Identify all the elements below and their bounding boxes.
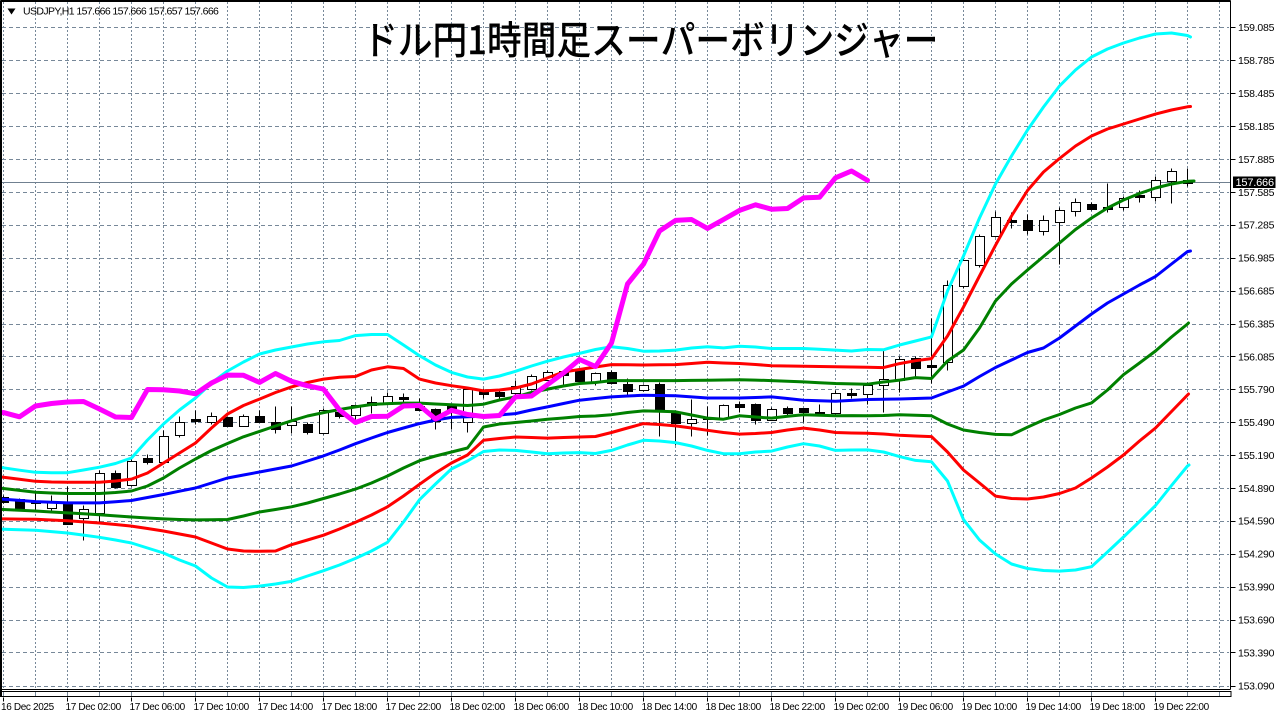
svg-text:19 Dec 02:00: 19 Dec 02:00 xyxy=(834,702,890,713)
svg-text:153.390: 153.390 xyxy=(1238,648,1275,660)
svg-text:154.290: 154.290 xyxy=(1238,549,1275,561)
svg-text:157.585: 157.585 xyxy=(1238,187,1275,199)
svg-text:155.190: 155.190 xyxy=(1238,450,1275,462)
svg-text:19 Dec 14:00: 19 Dec 14:00 xyxy=(1026,702,1082,713)
svg-text:18 Dec 22:00: 18 Dec 22:00 xyxy=(770,702,826,713)
svg-text:154.590: 154.590 xyxy=(1238,516,1275,528)
svg-text:153.090: 153.090 xyxy=(1238,681,1275,693)
svg-text:18 Dec 10:00: 18 Dec 10:00 xyxy=(578,702,634,713)
svg-text:154.890: 154.890 xyxy=(1238,483,1275,495)
svg-text:155.790: 155.790 xyxy=(1238,384,1275,396)
svg-text:156.085: 156.085 xyxy=(1238,352,1275,364)
svg-text:19 Dec 06:00: 19 Dec 06:00 xyxy=(898,702,954,713)
svg-text:16 Dec 2025: 16 Dec 2025 xyxy=(1,702,55,713)
svg-text:157.885: 157.885 xyxy=(1238,154,1275,166)
svg-text:17 Dec 02:00: 17 Dec 02:00 xyxy=(66,702,122,713)
svg-text:156.685: 156.685 xyxy=(1238,286,1275,298)
svg-text:18 Dec 02:00: 18 Dec 02:00 xyxy=(450,702,506,713)
svg-text:18 Dec 06:00: 18 Dec 06:00 xyxy=(514,702,570,713)
svg-text:19 Dec 10:00: 19 Dec 10:00 xyxy=(962,702,1018,713)
svg-text:USDJPY,H1 157.666 157.666 157: USDJPY,H1 157.666 157.666 157.657 157.66… xyxy=(23,6,219,18)
svg-text:19 Dec 22:00: 19 Dec 22:00 xyxy=(1154,702,1210,713)
svg-text:17 Dec 14:00: 17 Dec 14:00 xyxy=(258,702,314,713)
svg-text:17 Dec 06:00: 17 Dec 06:00 xyxy=(130,702,186,713)
svg-text:18 Dec 18:00: 18 Dec 18:00 xyxy=(706,702,762,713)
svg-text:158.785: 158.785 xyxy=(1238,55,1275,67)
svg-text:156.985: 156.985 xyxy=(1238,253,1275,265)
svg-text:17 Dec 10:00: 17 Dec 10:00 xyxy=(194,702,250,713)
svg-text:159.085: 159.085 xyxy=(1238,22,1275,34)
svg-text:19 Dec 18:00: 19 Dec 18:00 xyxy=(1090,702,1146,713)
svg-text:17 Dec 22:00: 17 Dec 22:00 xyxy=(386,702,442,713)
svg-text:157.666: 157.666 xyxy=(1236,177,1274,189)
svg-text:156.385: 156.385 xyxy=(1238,319,1275,331)
svg-text:157.285: 157.285 xyxy=(1238,220,1275,232)
svg-text:158.485: 158.485 xyxy=(1238,88,1275,100)
svg-text:158.185: 158.185 xyxy=(1238,121,1275,133)
svg-text:153.690: 153.690 xyxy=(1238,615,1275,627)
svg-text:17 Dec 18:00: 17 Dec 18:00 xyxy=(322,702,378,713)
svg-text:153.990: 153.990 xyxy=(1238,582,1275,594)
svg-text:18 Dec 14:00: 18 Dec 14:00 xyxy=(642,702,698,713)
svg-text:155.490: 155.490 xyxy=(1238,417,1275,429)
